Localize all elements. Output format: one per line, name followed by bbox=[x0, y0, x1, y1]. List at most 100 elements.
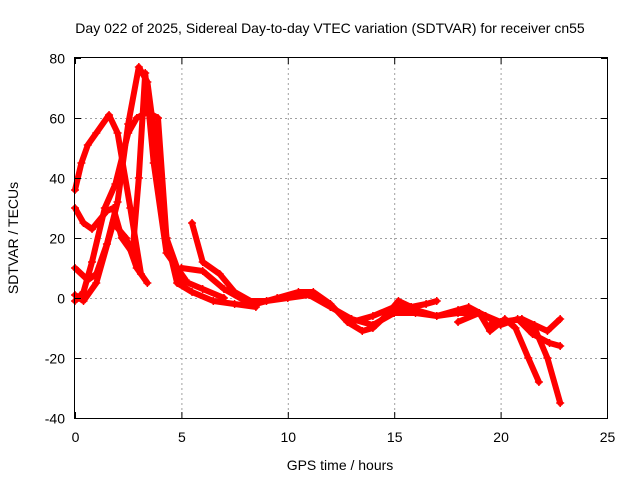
data-point bbox=[113, 129, 122, 137]
x-tick-label: 15 bbox=[387, 429, 403, 445]
series-sat-f bbox=[188, 219, 441, 335]
data-point bbox=[83, 141, 92, 149]
y-axis-title: SDTVAR / TECUs bbox=[5, 182, 21, 294]
data-point bbox=[517, 315, 526, 323]
data-point bbox=[188, 219, 197, 227]
data-point bbox=[143, 108, 152, 116]
data-point bbox=[124, 129, 133, 137]
data-point bbox=[454, 318, 463, 326]
data-point bbox=[100, 204, 109, 212]
series-line bbox=[348, 304, 564, 349]
x-tick-label: 10 bbox=[281, 429, 297, 445]
data-point bbox=[368, 321, 377, 329]
data-point bbox=[347, 318, 356, 326]
series-sat-g bbox=[177, 264, 565, 407]
plot-frame bbox=[74, 57, 608, 419]
data-point bbox=[79, 219, 88, 227]
data-point bbox=[475, 309, 484, 317]
data-point bbox=[134, 174, 143, 182]
data-point bbox=[92, 279, 101, 287]
data-point bbox=[543, 354, 552, 362]
data-point bbox=[305, 291, 314, 299]
data-point bbox=[215, 270, 224, 278]
data-point bbox=[79, 288, 88, 296]
grid bbox=[75, 58, 607, 418]
data-point bbox=[411, 306, 420, 314]
data-point bbox=[500, 318, 509, 326]
data-point bbox=[262, 297, 271, 305]
data-point bbox=[143, 78, 152, 86]
data-point bbox=[326, 303, 335, 311]
data-point bbox=[358, 327, 367, 335]
data-point bbox=[394, 297, 403, 305]
data-point bbox=[162, 234, 171, 242]
data-point bbox=[534, 378, 543, 386]
y-tick-label: -20 bbox=[45, 351, 65, 367]
y-tick-label: 60 bbox=[49, 111, 65, 127]
series-line bbox=[72, 109, 259, 310]
data-point bbox=[219, 285, 228, 293]
series-layer bbox=[71, 63, 565, 407]
y-tick-label: 0 bbox=[57, 291, 65, 307]
data-point bbox=[198, 258, 207, 266]
data-point bbox=[88, 225, 97, 233]
data-point bbox=[511, 324, 520, 332]
data-point bbox=[230, 300, 239, 308]
x-tick-label: 0 bbox=[72, 429, 80, 445]
y-tick-label: -40 bbox=[45, 411, 65, 427]
data-point bbox=[153, 114, 162, 122]
data-point bbox=[528, 330, 537, 338]
y-tick-label: 20 bbox=[49, 231, 65, 247]
data-point bbox=[88, 258, 97, 266]
data-point bbox=[143, 279, 152, 287]
data-point bbox=[92, 129, 101, 137]
data-point bbox=[454, 306, 463, 314]
data-point bbox=[177, 264, 186, 272]
data-point bbox=[105, 111, 114, 119]
data-point bbox=[198, 267, 207, 275]
data-point bbox=[122, 234, 131, 242]
data-point bbox=[79, 297, 88, 305]
data-point bbox=[283, 294, 292, 302]
data-point bbox=[77, 159, 86, 167]
data-point bbox=[545, 339, 554, 347]
data-point bbox=[524, 354, 533, 362]
data-point bbox=[111, 180, 120, 188]
data-point bbox=[432, 312, 441, 320]
data-point bbox=[485, 321, 494, 329]
data-point bbox=[556, 399, 565, 407]
data-point bbox=[241, 297, 250, 305]
data-point bbox=[543, 327, 552, 335]
axis-ticks: 0 5 10 15 20 25 -40 -20 0 20 40 60 80 bbox=[45, 51, 616, 446]
data-point bbox=[464, 303, 473, 311]
data-point bbox=[173, 279, 182, 287]
y-tick-label: 40 bbox=[49, 171, 65, 187]
chart-title: Day 022 of 2025, Sidereal Day-to-day VTE… bbox=[75, 20, 585, 36]
series-line bbox=[72, 112, 144, 277]
data-point bbox=[530, 321, 539, 329]
series-sat-j bbox=[485, 315, 565, 335]
x-tick-label: 20 bbox=[493, 429, 509, 445]
data-point bbox=[432, 297, 441, 305]
data-point bbox=[132, 114, 141, 122]
data-point bbox=[390, 303, 399, 311]
data-point bbox=[126, 204, 135, 212]
data-point bbox=[556, 342, 565, 350]
x-axis-title: GPS time / hours bbox=[287, 457, 394, 473]
data-point bbox=[209, 297, 218, 305]
data-point bbox=[422, 300, 431, 308]
data-point bbox=[132, 264, 141, 272]
data-point bbox=[134, 63, 143, 71]
y-tick-label: 80 bbox=[49, 51, 65, 67]
data-point bbox=[198, 285, 207, 293]
data-point bbox=[188, 288, 197, 296]
x-tick-label: 25 bbox=[600, 429, 616, 445]
x-tick-label: 5 bbox=[178, 429, 186, 445]
data-point bbox=[113, 198, 122, 206]
data-point bbox=[556, 315, 565, 323]
data-point bbox=[109, 219, 118, 227]
data-point bbox=[368, 312, 377, 320]
series-line bbox=[178, 265, 564, 406]
